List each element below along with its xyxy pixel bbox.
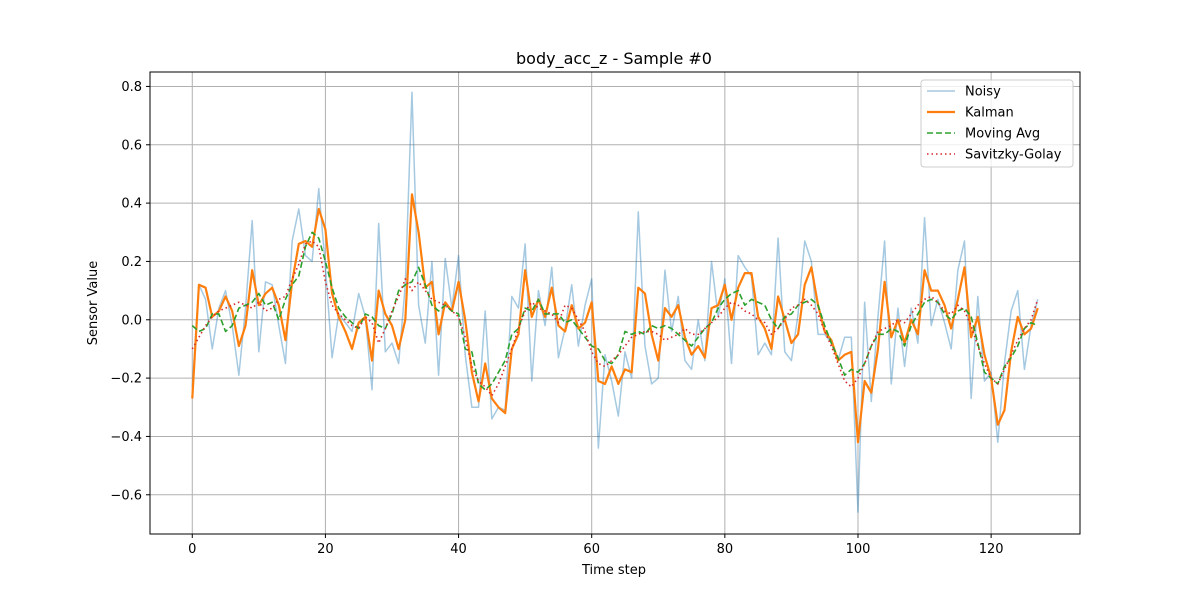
plot-frame xyxy=(149,71,1081,535)
y-tick-label: 0.2 xyxy=(121,255,142,270)
x-axis: 0 20 40 60 80 100 120 xyxy=(188,534,1004,557)
y-tick-label: 0.6 xyxy=(121,138,142,153)
y-tick-label: 0.4 xyxy=(121,197,142,212)
y-tick-label: 0.8 xyxy=(121,80,142,95)
chart-title: body_acc_z - Sample #0 xyxy=(516,49,712,69)
x-tick-label: 60 xyxy=(583,542,600,557)
y-axis: −0.6 −0.4 −0.2 0.0 0.2 0.4 0.6 0.8 xyxy=(110,80,150,503)
y-tick-label: −0.2 xyxy=(110,372,142,387)
legend-label: Kalman xyxy=(965,106,1014,121)
x-tick-label: 20 xyxy=(317,542,334,557)
legend-box xyxy=(920,79,1074,168)
x-tick-label: 120 xyxy=(979,542,1004,557)
x-tick-label: 80 xyxy=(717,542,734,557)
series-line-kalman xyxy=(191,193,1039,444)
series-line-savitzky-golay xyxy=(191,240,1039,397)
series-layer xyxy=(191,91,1039,514)
legend-label: Noisy xyxy=(965,85,1001,100)
series-line-moving-avg xyxy=(191,231,1039,391)
x-tick-label: 100 xyxy=(846,542,871,557)
y-tick-label: 0.0 xyxy=(121,313,142,328)
y-axis-title: Sensor Value xyxy=(86,261,101,345)
y-tick-label: −0.6 xyxy=(110,488,142,503)
x-axis-title: Time step xyxy=(581,563,646,578)
y-tick-label: −0.4 xyxy=(110,430,142,445)
legend: Noisy Kalman Moving Avg Savitzky-Golay xyxy=(920,79,1074,168)
legend-label: Moving Avg xyxy=(965,127,1040,142)
legend-label: Savitzky-Golay xyxy=(965,148,1062,163)
x-tick-label: 40 xyxy=(450,542,467,557)
x-tick-label: 0 xyxy=(188,542,196,557)
